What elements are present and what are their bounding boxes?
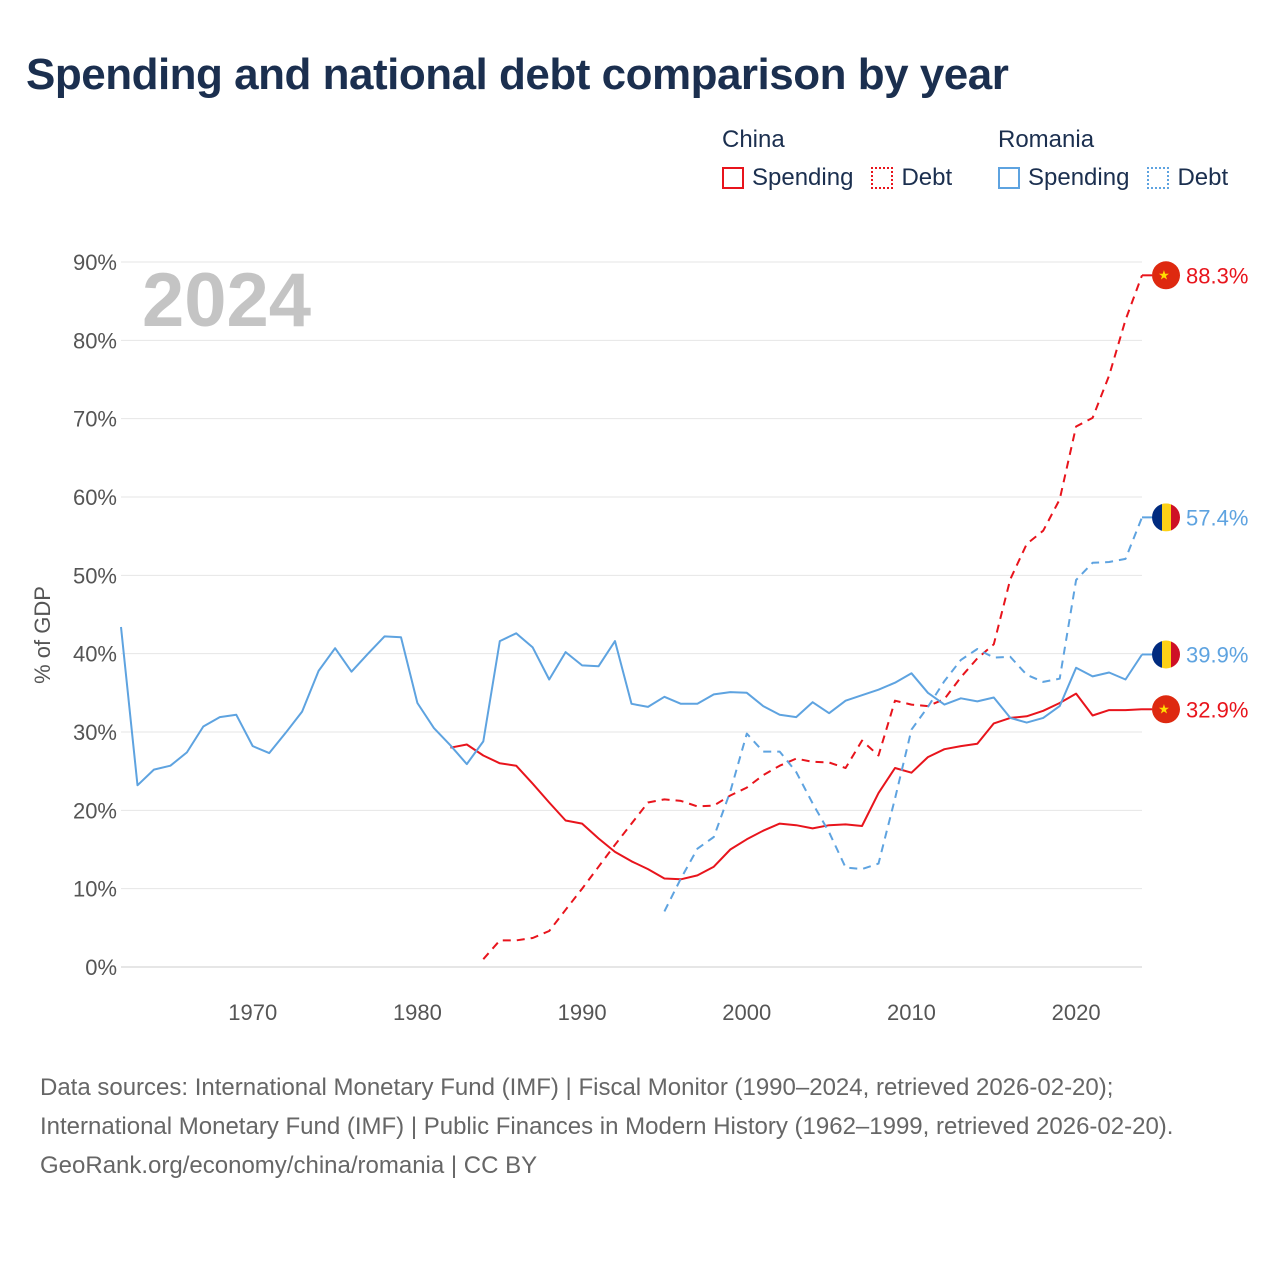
y-axis-label: % of GDP — [30, 586, 55, 684]
flag-disc — [1152, 695, 1180, 724]
y-tick-label: 90% — [73, 250, 117, 275]
china-dashed-end-label: 88.3% — [1186, 263, 1248, 288]
y-tick-label: 0% — [85, 955, 117, 980]
china-spending-line — [450, 692, 1143, 881]
legend-china-debt[interactable]: Debt — [871, 164, 952, 192]
x-tick-label: 2020 — [1052, 1000, 1101, 1025]
chart-title: Spending and national debt comparison by… — [26, 50, 1009, 99]
y-tick-label: 10% — [73, 877, 117, 902]
flag-stripe-red — [1171, 503, 1180, 532]
footer: Data sources: International Monetary Fun… — [40, 1068, 1240, 1185]
legend-romania-spending-label: Spending — [1028, 164, 1130, 191]
flag-stripe-blue — [1152, 503, 1162, 532]
gridlines — [121, 261, 1142, 968]
romania-solid-end-label: 39.9% — [1186, 642, 1248, 667]
romania-flag-icon — [1152, 503, 1180, 532]
x-tick-label: 2000 — [722, 1000, 771, 1025]
flag-stripe-blue — [1152, 640, 1162, 669]
china-solid-end-label: 32.9% — [1186, 697, 1248, 722]
romania-dashed-end-label: 57.4% — [1186, 505, 1248, 530]
y-tick-label: 70% — [73, 407, 117, 432]
x-axis-ticks: 1970 1980 1990 2000 2010 2020 — [228, 1000, 1100, 1025]
data-sources: Data sources: International Monetary Fun… — [40, 1074, 1174, 1140]
legend-china-spending-label: Spending — [752, 164, 854, 191]
legend-china-debt-swatch — [871, 167, 894, 189]
legend-romania-spending[interactable]: Spending — [998, 164, 1129, 192]
y-tick-label: 30% — [73, 720, 117, 745]
credit-link[interactable]: GeoRank.org/economy/china/romania | CC B… — [40, 1152, 538, 1179]
flag-stripe-red — [1171, 640, 1180, 669]
flag-stripes — [1152, 503, 1180, 532]
romania-flag-icon — [1152, 640, 1180, 669]
romania-spending-line — [120, 626, 1143, 787]
year-label: 2024 — [142, 258, 311, 343]
legend-china: China Spending Debt — [722, 124, 970, 192]
romania-debt-line — [663, 517, 1143, 912]
y-axis-ticks: 0% 10% 20% 30% 40% 50% 60% 70% 80% 90% — [73, 250, 117, 980]
legend-china-spending[interactable]: Spending — [722, 164, 853, 192]
y-tick-label: 80% — [73, 328, 117, 353]
flag-disc — [1152, 261, 1180, 290]
x-tick-label: 2010 — [887, 1000, 936, 1025]
legend-romania-debt[interactable]: Debt — [1147, 164, 1228, 192]
legend-romania: Romania Spending Debt — [998, 124, 1246, 192]
x-tick-label: 1970 — [228, 1000, 277, 1025]
legend-romania-title: Romania — [998, 126, 1095, 153]
y-tick-label: 50% — [73, 563, 117, 588]
flag-star: ★ — [1158, 701, 1170, 716]
legend-china-debt-label: Debt — [901, 164, 953, 191]
y-tick-label: 20% — [73, 798, 117, 823]
x-tick-label: 1980 — [393, 1000, 442, 1025]
flag-stripes — [1152, 640, 1180, 669]
flag-stripe-yellow — [1162, 503, 1171, 532]
china-flag-icon: ★ — [1152, 695, 1180, 724]
line-chart: 2024 % of GDP 0% 10% 20% 30% 40% 50% 60% 70% 80%… — [30, 250, 1248, 1025]
china-flag-icon: ★ — [1152, 261, 1180, 290]
x-tick-label: 1990 — [558, 1000, 607, 1025]
legend-romania-debt-label: Debt — [1177, 164, 1229, 191]
series-lines — [120, 274, 1143, 960]
legend-china-spending-swatch — [722, 167, 744, 189]
y-tick-label: 40% — [73, 642, 117, 667]
legend-romania-spending-swatch — [998, 167, 1020, 189]
y-tick-label: 60% — [73, 485, 117, 510]
end-markers: ★ 32.9% ★ 88.3% 39.9% 57.4% — [1142, 261, 1248, 724]
flag-star: ★ — [1158, 267, 1170, 282]
legend-china-title: China — [722, 126, 785, 153]
china-debt-line — [482, 274, 1143, 960]
legend-romania-debt-swatch — [1147, 167, 1170, 189]
flag-stripe-yellow — [1162, 640, 1171, 669]
